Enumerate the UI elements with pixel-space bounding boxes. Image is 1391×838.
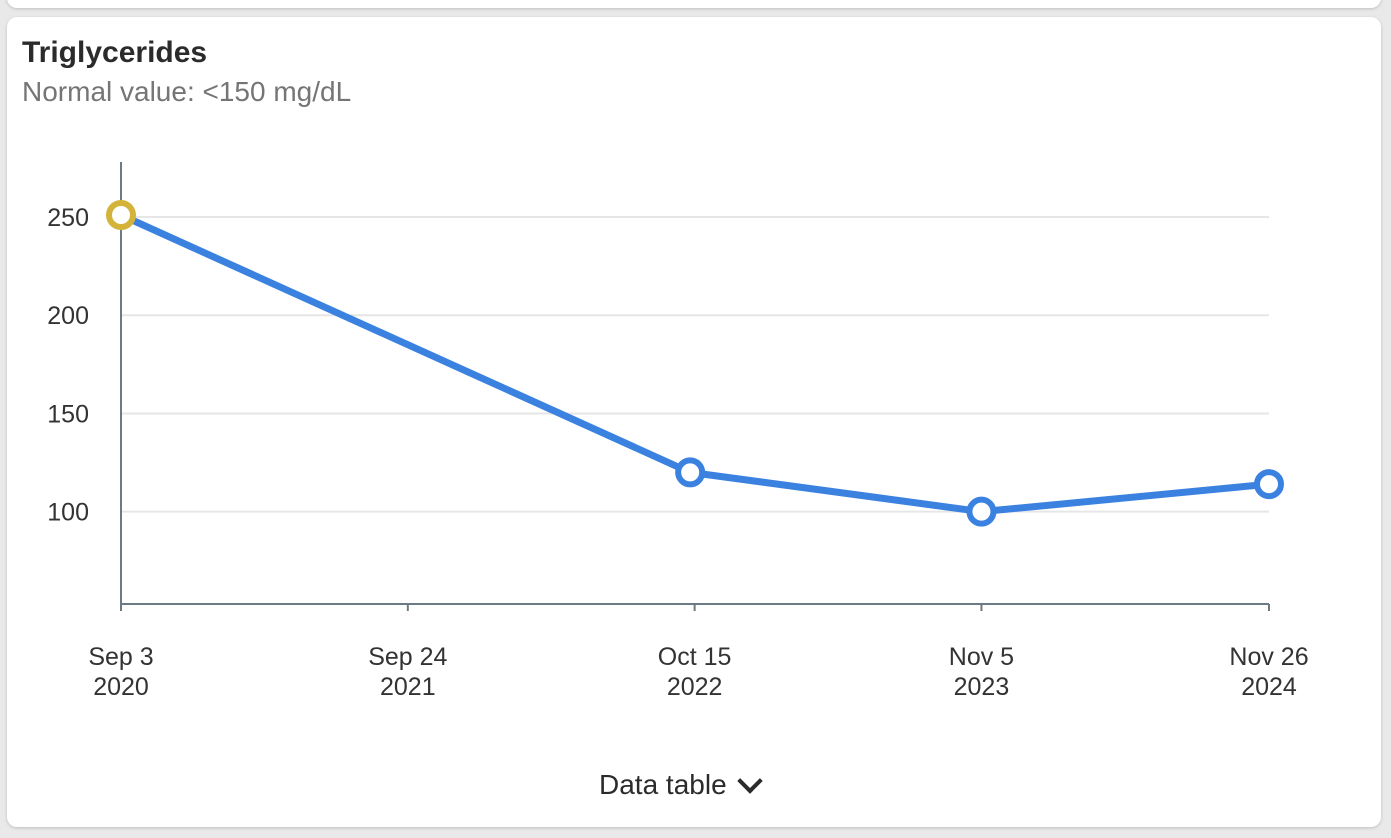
- data-table-toggle-label: Data table: [599, 769, 727, 800]
- x-tick-label-2: Oct 15 2022: [658, 643, 732, 701]
- x-tick-label-line1: Oct 15: [658, 643, 732, 671]
- x-tick-label-line1: Nov 26: [1229, 643, 1308, 671]
- x-tick-label-line2: 2023: [954, 673, 1010, 701]
- x-tick-label-4: Nov 26 2024: [1229, 643, 1308, 701]
- previous-card: [7, 0, 1381, 8]
- y-tick-label-100: 100: [47, 499, 89, 527]
- y-tick-label-150: 150: [47, 400, 89, 428]
- data-table-toggle[interactable]: Data table: [599, 765, 763, 805]
- x-tick-label-line2: 2020: [93, 673, 149, 701]
- x-tick-label-1: Sep 24 2021: [368, 643, 447, 701]
- grid-lines: [121, 216, 1269, 513]
- x-tick-label-3: Nov 5 2023: [949, 643, 1014, 701]
- axes: [120, 162, 1270, 611]
- triglycerides-card: Triglycerides Normal value: <150 mg/dL 1…: [7, 17, 1381, 827]
- x-tick-label-line1: Nov 5: [949, 643, 1014, 671]
- card-title: Triglycerides: [22, 36, 208, 69]
- data-point-1: [675, 457, 706, 488]
- series-line-0: [117, 211, 1273, 516]
- series: [106, 200, 1284, 527]
- data-point-3: [1254, 469, 1284, 500]
- x-tick-label-line2: 2022: [667, 673, 723, 701]
- y-tick-label-250: 250: [47, 204, 89, 232]
- x-tick-label-line2: 2021: [380, 673, 436, 701]
- x-tick-label-line1: Sep 24: [368, 643, 447, 671]
- x-tick-label-line2: 2024: [1241, 673, 1297, 701]
- data-point-0: [106, 200, 136, 231]
- x-tick-label-line1: Sep 3: [88, 643, 153, 671]
- y-tick-label-200: 200: [47, 302, 89, 330]
- chevron-down-icon: [736, 768, 763, 794]
- data-point-2: [966, 496, 997, 527]
- x-tick-label-0: Sep 3 2020: [88, 643, 153, 701]
- card-subtitle: Normal value: <150 mg/dL: [22, 76, 352, 107]
